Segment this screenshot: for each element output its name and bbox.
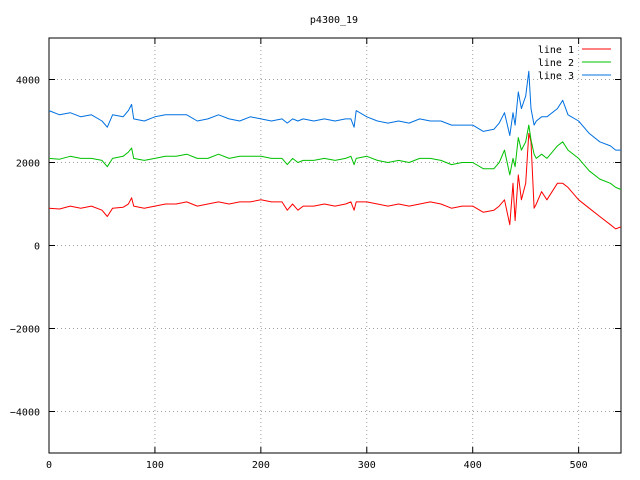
x-tick-label: 200 [252,460,270,471]
x-tick-label: 100 [146,460,164,471]
y-tick-label: 0 [34,242,40,253]
x-tick-label: 400 [464,460,482,471]
x-tick-label: 0 [46,460,52,471]
grid-lines [49,38,621,453]
chart-title: p4300_19 [310,15,358,26]
series-line-3 [48,70,621,151]
x-tick-label: 300 [358,460,376,471]
y-tick-label: 2000 [16,159,40,170]
x-tick-label: 500 [570,460,588,471]
series-lines [48,70,622,230]
legend-label: line 3 [538,71,574,82]
axis-ticks: 0 100 200 300 400 500 −4000 −2000 0 2000 4000 [10,38,621,471]
series-line-2 [48,124,622,190]
legend-label: line 1 [538,45,574,56]
legend: line 1 line 2 line 3 [538,45,611,82]
y-tick-label: 4000 [16,76,40,87]
legend-label: line 2 [538,58,574,69]
y-tick-label: −2000 [10,325,40,336]
y-tick-label: −4000 [10,408,40,419]
plot-frame [48,37,622,454]
series-line-1 [48,132,622,230]
